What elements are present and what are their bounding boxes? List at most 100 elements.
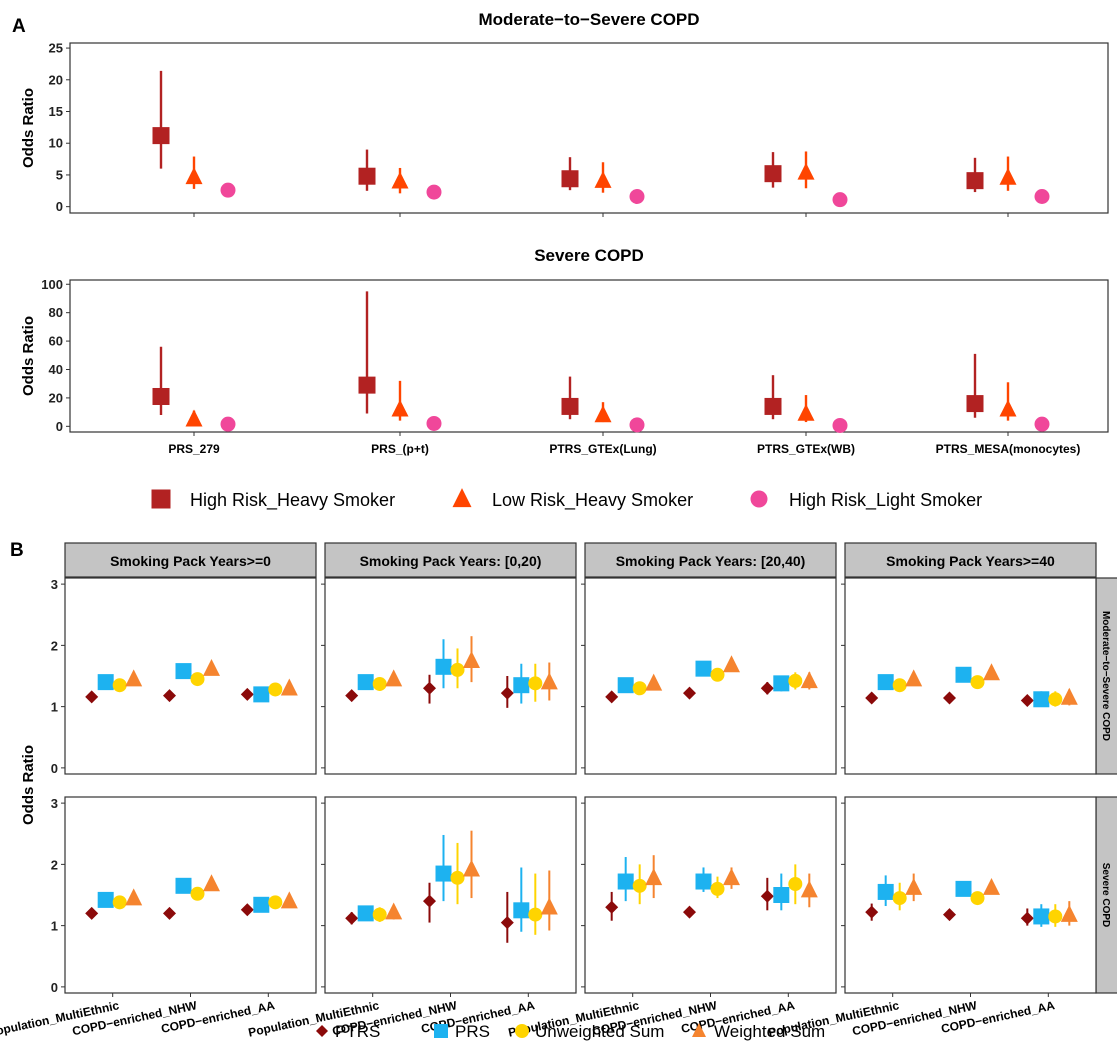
data-point <box>423 894 436 908</box>
data-point <box>629 417 645 433</box>
data-point <box>540 897 558 915</box>
data-point <box>220 182 236 198</box>
data-point <box>561 397 579 415</box>
data-point <box>892 678 907 693</box>
data-point <box>723 868 740 886</box>
data-point <box>1048 909 1063 924</box>
data-point <box>85 906 99 920</box>
data-point <box>345 689 359 703</box>
data-point <box>185 167 203 185</box>
data-point <box>423 681 436 695</box>
data-point <box>513 677 530 694</box>
data-point <box>85 690 99 704</box>
facet-strip <box>64 542 317 578</box>
data-point <box>513 902 530 919</box>
y-tick-label: 0 <box>51 980 58 995</box>
data-point <box>683 905 696 919</box>
data-point <box>966 172 984 190</box>
facet-strip-label: Smoking Pack Years>=40 <box>886 553 1055 569</box>
data-point <box>1060 904 1078 922</box>
legend-key <box>750 490 768 508</box>
facet-strip-label: Severe COPD <box>1100 863 1111 927</box>
data-point <box>955 666 972 683</box>
data-point <box>391 399 409 417</box>
y-tick-label: 25 <box>49 41 63 56</box>
data-point <box>943 908 956 922</box>
data-point <box>357 905 374 922</box>
data-point <box>865 691 879 705</box>
data-point <box>1033 691 1050 708</box>
data-point <box>710 667 725 682</box>
data-point <box>500 916 514 930</box>
data-point <box>760 889 774 903</box>
data-point <box>203 658 220 676</box>
data-point <box>1034 416 1050 432</box>
data-point <box>629 189 645 205</box>
data-point <box>253 686 270 703</box>
y-tick-label: 1 <box>51 919 58 934</box>
data-point <box>594 170 612 188</box>
y-tick-label: 2 <box>51 857 58 872</box>
facet-strip-label: Smoking Pack Years: [0,20) <box>360 553 542 569</box>
data-point <box>1060 687 1078 705</box>
y-tick-label: 60 <box>49 334 63 349</box>
legend-key <box>515 1024 529 1038</box>
data-point <box>372 907 387 922</box>
plot-frame <box>584 796 837 994</box>
data-point <box>426 184 442 200</box>
data-point <box>528 907 543 922</box>
data-point <box>450 870 465 885</box>
legend-label: Low Risk_Heavy Smoker <box>492 490 693 511</box>
y-tick-label: 0 <box>56 199 63 214</box>
y-tick-label: 1 <box>51 700 58 715</box>
data-point <box>764 165 782 183</box>
data-point <box>280 678 298 696</box>
data-point <box>268 895 283 910</box>
data-point <box>391 171 409 189</box>
x-tick-label: PTRS_GTEx(WB) <box>757 442 855 456</box>
y-tick-label: 10 <box>49 136 63 151</box>
data-point <box>617 873 634 890</box>
data-point <box>723 655 740 673</box>
data-point <box>203 874 220 892</box>
data-point <box>357 674 374 691</box>
data-point <box>764 397 782 415</box>
panel-label-b: B <box>10 540 24 561</box>
data-point <box>528 676 543 691</box>
data-point <box>345 911 359 925</box>
data-point <box>905 877 923 895</box>
y-tick-label: 15 <box>49 104 63 119</box>
plot-frame <box>324 796 577 994</box>
data-point <box>125 888 143 906</box>
data-point <box>797 403 815 421</box>
data-point <box>773 675 790 692</box>
facet-strip-label: Smoking Pack Years: [20,40) <box>616 553 806 569</box>
data-point <box>175 663 192 680</box>
data-point <box>268 682 283 697</box>
facet-strip <box>844 542 1097 578</box>
legend-label: High Risk_Light Smoker <box>789 490 982 511</box>
legend-key <box>316 1025 328 1037</box>
data-point <box>125 669 143 687</box>
data-point <box>710 881 725 896</box>
data-point <box>175 877 192 894</box>
y-axis-label: Odds Ratio <box>20 88 37 168</box>
x-tick-label: PTRS_MESA(monocytes) <box>936 442 1081 456</box>
data-point <box>966 395 984 413</box>
y-tick-label: 80 <box>49 305 63 320</box>
legend-label: Weighted Sum <box>714 1022 825 1041</box>
data-point <box>190 672 205 687</box>
legend-key <box>434 1024 448 1038</box>
legend-label: PTRS <box>335 1022 380 1041</box>
data-point <box>632 878 647 893</box>
panel-title: Moderate−to−Severe COPD <box>478 10 699 29</box>
data-point <box>800 671 818 689</box>
legend-label: Unweighted Sum <box>535 1022 664 1041</box>
data-point <box>385 902 403 920</box>
data-point <box>797 162 815 180</box>
data-point <box>1033 908 1050 925</box>
data-point <box>1020 694 1034 707</box>
data-point <box>645 673 663 691</box>
y-tick-label: 3 <box>51 796 58 811</box>
data-point <box>788 876 803 891</box>
